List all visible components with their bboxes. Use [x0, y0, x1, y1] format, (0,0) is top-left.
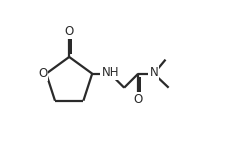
Text: NH: NH [101, 66, 118, 79]
Text: O: O [64, 25, 73, 38]
Text: N: N [149, 66, 158, 79]
Text: O: O [133, 93, 142, 106]
Text: O: O [38, 67, 47, 80]
